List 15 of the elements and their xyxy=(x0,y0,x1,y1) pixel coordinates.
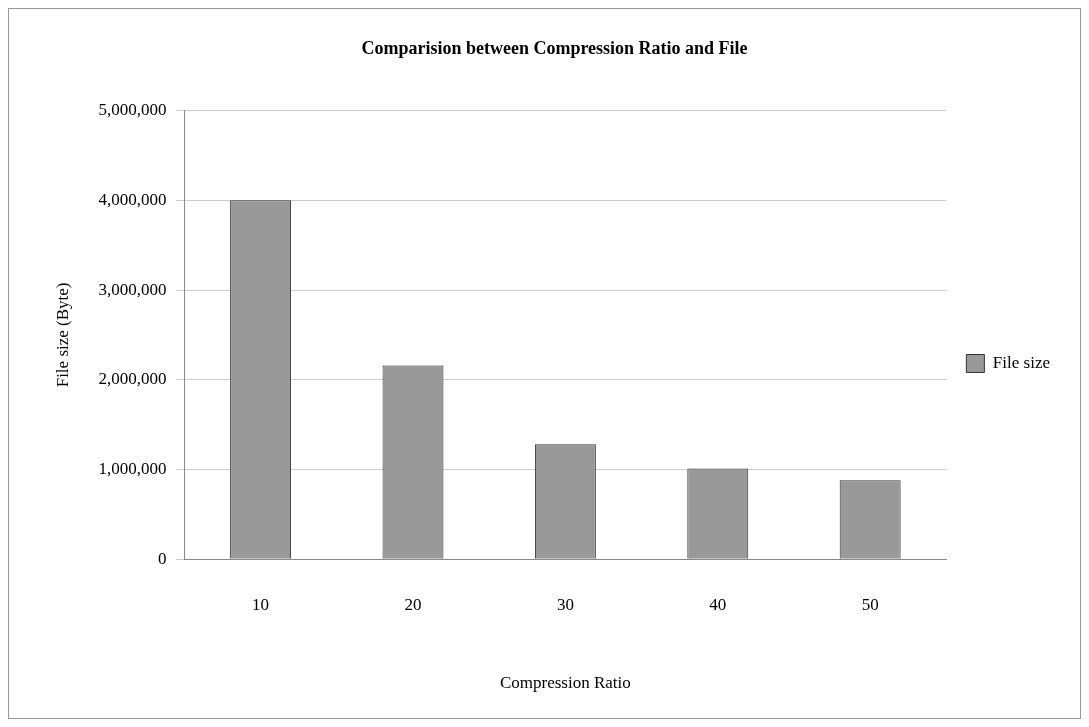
legend-label: File size xyxy=(992,352,1051,372)
y-tick-label: 4,000,000 xyxy=(98,189,167,209)
x-tick-label: 50 xyxy=(861,594,879,614)
x-axis-title: Compression Ratio xyxy=(499,673,631,693)
x-tick-label: 40 xyxy=(709,594,727,614)
y-tick-label: 1,000,000 xyxy=(98,458,167,478)
y-tick-label: 2,000,000 xyxy=(98,369,167,389)
y-tick-label: 3,000,000 xyxy=(98,279,167,299)
x-tick-label: 20 xyxy=(404,594,422,614)
y-tick-label: 5,000,000 xyxy=(98,100,167,120)
chart-title: Comparision between Compression Ratio and File xyxy=(361,38,748,59)
x-tick-label: 30 xyxy=(556,594,574,614)
y-axis-title: File size (Byte) xyxy=(52,282,72,388)
x-tick-label: 10 xyxy=(252,594,270,614)
y-tick-label: 0 xyxy=(157,548,167,568)
